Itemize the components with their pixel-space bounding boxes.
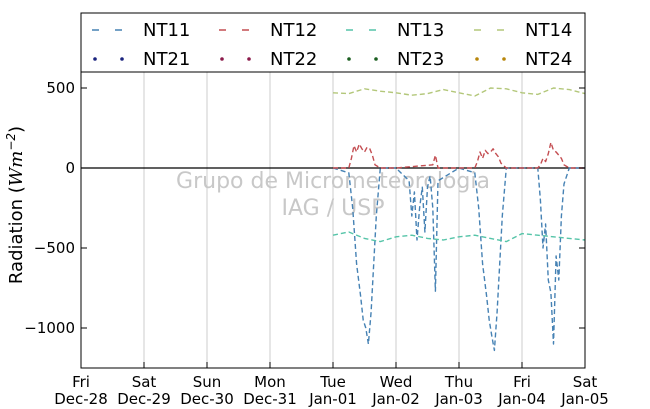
legend: NT11 NT12 NT13 NT14 NT21 NT22 NT23 NT24 xyxy=(80,12,586,73)
legend-label-nt13: NT13 xyxy=(397,20,444,41)
y-axis-label-suffix: ) xyxy=(6,126,27,133)
x-tick-day-label: Fri xyxy=(72,373,90,391)
x-tick-date-label: Jan-03 xyxy=(434,390,483,408)
x-tick-day-label: Thu xyxy=(444,373,473,391)
legend-marker-nt22 xyxy=(220,57,224,61)
grid-lines xyxy=(143,72,523,368)
y-axis-label-unit: Wm xyxy=(6,151,27,187)
legend-marker-nt23 xyxy=(347,57,351,61)
legend-items: NT11 NT12 NT13 NT14 NT21 NT22 NT23 NT24 xyxy=(92,20,572,70)
x-tick-day-label: Mon xyxy=(254,373,286,391)
x-tick-day-label: Fri xyxy=(513,373,531,391)
series-group xyxy=(332,87,586,352)
y-axis-ticks: 500 0 −500 −1000 xyxy=(24,79,585,337)
watermark-line-1: Grupo de Micrometeorologia xyxy=(176,169,490,194)
y-tick-label: −500 xyxy=(34,239,75,257)
x-tick-day-label: Sat xyxy=(573,373,598,391)
legend-marker-nt22 xyxy=(247,57,251,61)
x-tick-date-label: Jan-02 xyxy=(371,390,420,408)
x-tick-day-label: Sun xyxy=(193,373,222,391)
x-tick-day-label: Wed xyxy=(380,373,413,391)
x-tick-date-label: Dec-29 xyxy=(117,390,171,408)
legend-marker-nt21 xyxy=(93,57,97,61)
x-tick-day-label: Sat xyxy=(132,373,157,391)
y-axis-label: Radiation (Wm−2) xyxy=(4,126,27,284)
legend-marker-nt21 xyxy=(120,57,124,61)
legend-marker-nt24 xyxy=(475,57,479,61)
legend-label-nt21: NT21 xyxy=(143,49,190,70)
legend-label-nt12: NT12 xyxy=(270,20,317,41)
series-line-nt12 xyxy=(333,141,585,169)
x-tick-date-label: Jan-01 xyxy=(308,390,357,408)
legend-label-nt24: NT24 xyxy=(525,49,572,70)
x-tick-date-label: Dec-30 xyxy=(180,390,234,408)
y-axis-label-exponent: −2 xyxy=(4,133,18,151)
legend-label-nt23: NT23 xyxy=(397,49,444,70)
legend-label-nt22: NT22 xyxy=(270,49,317,70)
legend-box xyxy=(80,12,586,73)
legend-label-nt11: NT11 xyxy=(143,20,190,41)
series-line-nt13 xyxy=(332,231,586,243)
legend-marker-nt24 xyxy=(502,57,506,61)
x-tick-day-label: Tue xyxy=(319,373,346,391)
x-tick-date-label: Dec-31 xyxy=(243,390,297,408)
y-tick-label: 0 xyxy=(65,159,75,177)
x-tick-date-label: Jan-05 xyxy=(560,390,609,408)
x-tick-date-label: Dec-28 xyxy=(54,390,108,408)
series-line-nt14 xyxy=(332,87,586,97)
y-tick-label: −1000 xyxy=(24,319,75,337)
y-tick-label: 500 xyxy=(46,79,75,97)
legend-label-nt14: NT14 xyxy=(525,20,572,41)
watermark-line-2: IAG / USP xyxy=(282,196,385,221)
y-axis-label-prefix: Radiation ( xyxy=(6,186,27,284)
x-tick-date-label: Jan-04 xyxy=(497,390,546,408)
legend-marker-nt23 xyxy=(374,57,378,61)
x-axis-ticks: FriDec-28SatDec-29SunDec-30MonDec-31TueJ… xyxy=(54,362,609,408)
